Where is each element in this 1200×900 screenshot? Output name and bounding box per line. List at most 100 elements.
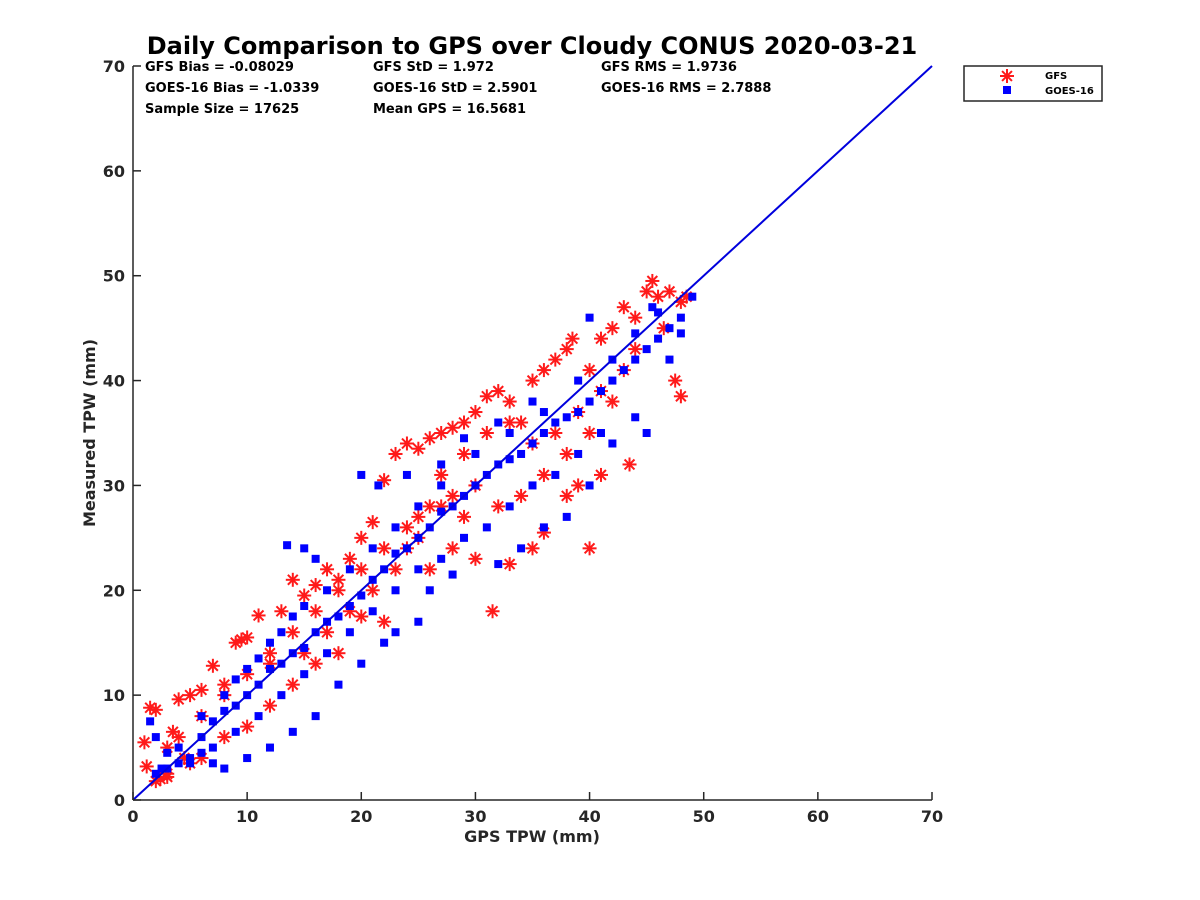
goes16-point bbox=[208, 759, 217, 768]
gfs-point bbox=[616, 300, 631, 315]
gfs-point bbox=[559, 342, 574, 357]
goes16-point bbox=[551, 470, 560, 479]
goes16-point bbox=[517, 449, 526, 458]
goes16-point bbox=[585, 397, 594, 406]
axes: 0 10 20 30 40 50 60 70 0 10 20 30 40 50 60 70 bbox=[103, 57, 943, 826]
gfs-point bbox=[565, 331, 580, 346]
goes16-point bbox=[391, 549, 400, 558]
goes16-point bbox=[243, 754, 252, 763]
goes16-point bbox=[482, 523, 491, 532]
x-tick-label: 70 bbox=[921, 807, 943, 826]
gfs-point bbox=[468, 405, 483, 420]
gfs-point bbox=[582, 363, 597, 378]
goes16-point bbox=[574, 376, 583, 385]
goes16-point bbox=[688, 292, 697, 301]
gfs-point bbox=[331, 646, 346, 661]
y-tick-label: 20 bbox=[103, 581, 125, 600]
gfs-point bbox=[228, 635, 243, 650]
goes16-point bbox=[151, 733, 160, 742]
gfs-point bbox=[548, 426, 563, 440]
goes16-point bbox=[528, 439, 537, 448]
gfs-point bbox=[479, 426, 494, 440]
goes16-point bbox=[265, 638, 274, 647]
gfs-point bbox=[622, 457, 637, 472]
gfs-point bbox=[582, 541, 597, 556]
goes16-point bbox=[562, 413, 571, 422]
gfs-point bbox=[536, 467, 551, 482]
x-tick-label: 40 bbox=[578, 807, 600, 826]
legend: GFS GOES-16 bbox=[963, 65, 1103, 102]
x-tick-label: 20 bbox=[350, 807, 372, 826]
stat-text: GOES-16 RMS = 2.7888 bbox=[601, 81, 771, 96]
one-to-one-line bbox=[132, 65, 933, 801]
goes16-point bbox=[391, 586, 400, 595]
goes16-point bbox=[585, 313, 594, 322]
stat-text: Mean GPS = 16.5681 bbox=[373, 102, 526, 117]
gfs-point bbox=[582, 426, 597, 440]
x-tick-label: 30 bbox=[464, 807, 486, 826]
y-tick-label: 0 bbox=[114, 791, 125, 810]
y-tick-label: 70 bbox=[103, 57, 125, 76]
goes16-point bbox=[357, 659, 366, 668]
legend-box bbox=[963, 65, 1103, 102]
gfs-point bbox=[183, 688, 198, 703]
goes16-point bbox=[585, 481, 594, 490]
gfs-point bbox=[354, 562, 369, 577]
gfs-point bbox=[491, 384, 506, 399]
gfs-point bbox=[331, 583, 346, 598]
goes16-point bbox=[368, 544, 377, 553]
stat-text: GFS StD = 1.972 bbox=[373, 60, 494, 75]
goes16-point bbox=[574, 408, 583, 417]
goes16-point bbox=[654, 308, 663, 317]
goes16-point bbox=[414, 617, 423, 626]
gfs-point bbox=[139, 759, 154, 774]
goes16-point bbox=[665, 355, 674, 364]
goes16-point bbox=[300, 670, 309, 679]
stat-text: GOES-16 StD = 2.5901 bbox=[373, 81, 537, 96]
goes16-point bbox=[471, 449, 480, 458]
stat-text: Sample Size = 17625 bbox=[145, 102, 299, 117]
goes16-point bbox=[460, 533, 469, 542]
goes16-point bbox=[368, 607, 377, 616]
x-ticks: 0 10 20 30 40 50 60 70 bbox=[127, 792, 943, 826]
gfs-point bbox=[571, 478, 586, 493]
gfs-point bbox=[240, 630, 255, 645]
goes16-point bbox=[437, 460, 446, 469]
goes16-point bbox=[220, 706, 229, 715]
gfs-point bbox=[639, 284, 654, 299]
gfs-point bbox=[605, 321, 620, 336]
gfs-point bbox=[668, 373, 683, 388]
gfs-point bbox=[388, 446, 403, 461]
goes16-point bbox=[631, 355, 640, 364]
x-tick-label: 50 bbox=[693, 807, 715, 826]
gfs-point bbox=[285, 572, 300, 587]
goes16-point bbox=[654, 334, 663, 343]
gfs-point bbox=[468, 551, 483, 566]
gfs-point bbox=[593, 331, 608, 346]
goes16-point bbox=[334, 612, 343, 621]
gfs-point bbox=[285, 677, 300, 692]
gfs-point bbox=[308, 656, 323, 671]
goes16-point bbox=[608, 439, 617, 448]
goes16-point bbox=[323, 649, 332, 658]
goes16-point bbox=[596, 387, 605, 396]
goes16-point bbox=[596, 429, 605, 437]
goes16-point bbox=[288, 727, 297, 736]
gfs-point bbox=[194, 682, 209, 697]
goes16-point bbox=[608, 376, 617, 385]
goes16-point bbox=[619, 366, 628, 375]
gfs-point bbox=[240, 719, 255, 734]
gfs-point bbox=[548, 352, 563, 367]
goes16-point bbox=[345, 628, 354, 637]
goes16-point bbox=[539, 523, 548, 532]
gfs-point bbox=[205, 658, 220, 673]
goes16-point bbox=[414, 565, 423, 574]
goes16-point bbox=[231, 727, 240, 736]
goes16-point bbox=[494, 560, 503, 569]
goes16-point bbox=[163, 748, 172, 757]
gfs-point bbox=[536, 363, 551, 378]
x-axis-label: GPS TPW (mm) bbox=[464, 827, 600, 846]
gfs-point bbox=[365, 583, 380, 598]
goes16-point bbox=[186, 754, 195, 763]
